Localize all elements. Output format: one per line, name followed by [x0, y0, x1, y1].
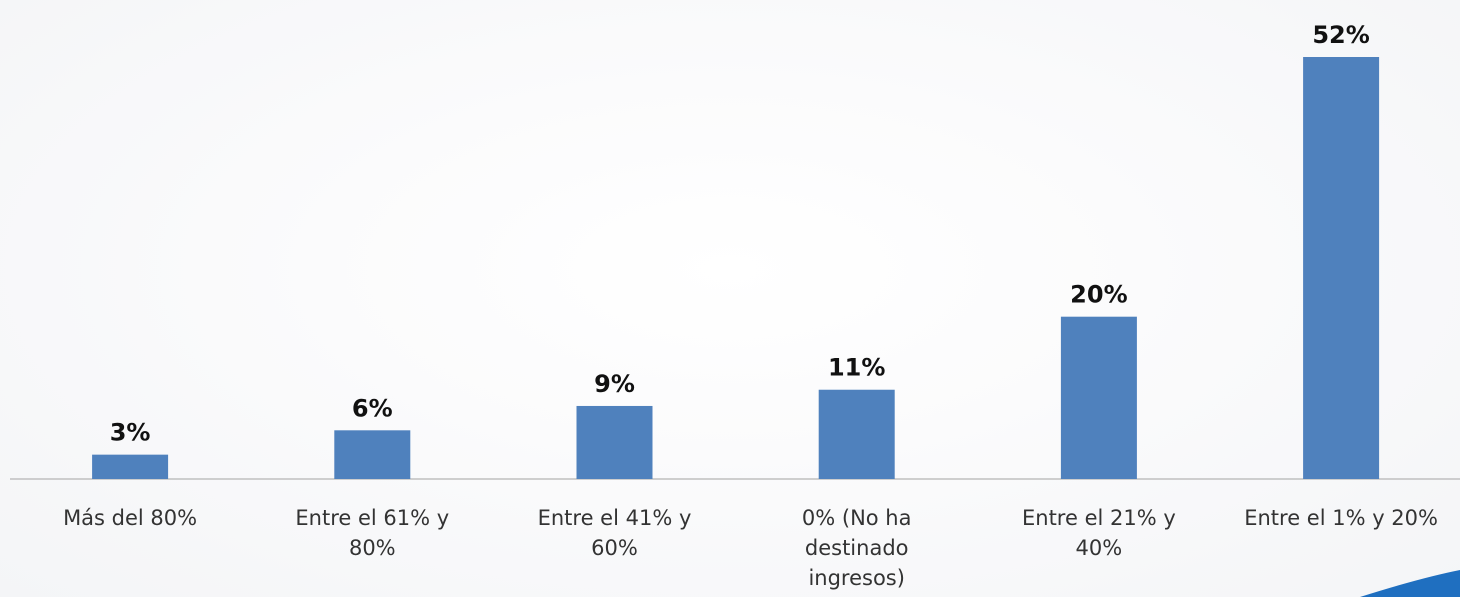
bar [576, 405, 653, 479]
x-tick-label: Entre el 41% y 60% [537, 506, 692, 560]
bar [818, 389, 895, 479]
value-label: 3% [110, 419, 151, 447]
bar [334, 430, 411, 479]
x-tick-label: Más del 80% [63, 506, 198, 530]
bar [1060, 316, 1137, 479]
value-label: 52% [1312, 21, 1369, 49]
value-label: 20% [1070, 281, 1127, 309]
bar [1303, 57, 1380, 479]
value-label: 6% [352, 394, 393, 422]
x-tick-label: 0% (No ha destinado ingresos) [801, 506, 912, 590]
decoration [1360, 570, 1460, 597]
value-label: 9% [594, 370, 635, 398]
x-tick-label: Entre el 1% y 20% [1244, 506, 1438, 530]
x-tick-label: Entre el 61% y 80% [295, 506, 450, 560]
x-tick-label: Entre el 21% y 40% [1021, 506, 1176, 560]
bar [92, 454, 169, 479]
value-label: 11% [828, 354, 885, 382]
